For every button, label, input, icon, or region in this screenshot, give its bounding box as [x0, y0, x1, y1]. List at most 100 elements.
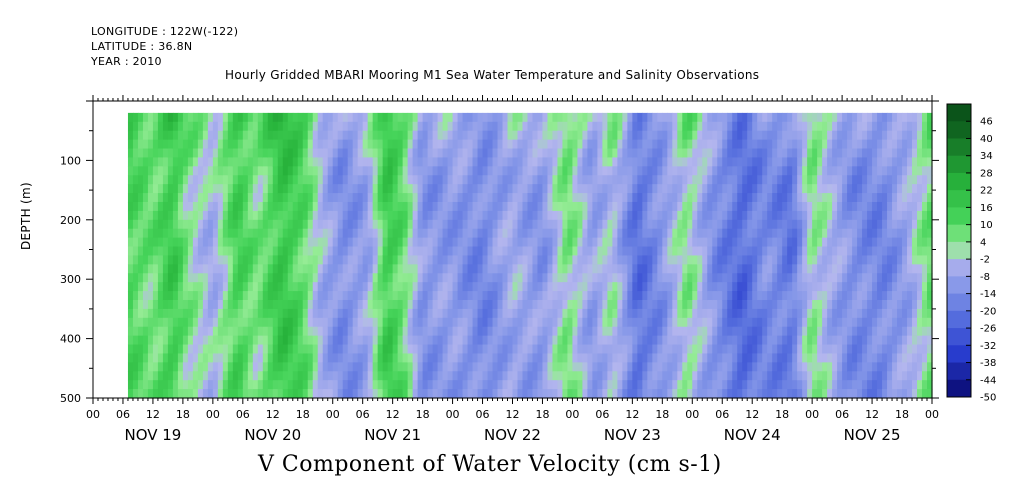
heatmap-cell [702, 389, 708, 399]
heatmap-cell [202, 184, 209, 194]
heatmap-cell [892, 291, 898, 301]
heatmap-cell [482, 291, 489, 301]
heatmap-cell [127, 193, 134, 203]
heatmap-cell [577, 389, 584, 399]
heatmap-cell [302, 166, 309, 176]
heatmap-cell [612, 255, 618, 265]
heatmap-cell [137, 299, 144, 310]
heatmap-cell [332, 193, 339, 203]
heatmap-cell [832, 210, 838, 221]
heatmap-cell [297, 121, 304, 132]
heatmap-cell [237, 326, 244, 337]
heatmap-cell [477, 308, 484, 319]
heatmap-cell [427, 371, 434, 381]
heatmap-cell [227, 157, 234, 167]
heatmap-cell [387, 255, 394, 265]
heatmap-cell [637, 344, 643, 355]
heatmap-cell [582, 273, 589, 283]
heatmap-cell [537, 237, 544, 248]
heatmap-cell [472, 219, 479, 230]
heatmap-cell [767, 326, 773, 337]
heatmap-cell [772, 166, 778, 176]
heatmap-cell [772, 380, 778, 390]
heatmap-cell [387, 380, 394, 390]
heatmap-cell [807, 291, 813, 301]
heatmap-cell [787, 353, 793, 363]
heatmap-cell [597, 264, 603, 274]
heatmap-cell [167, 389, 174, 399]
heatmap-cell [212, 201, 219, 212]
heatmap-cell [722, 201, 728, 212]
heatmap-cell [842, 210, 848, 221]
heatmap-cell [422, 335, 429, 346]
heatmap-cell [582, 362, 589, 372]
heatmap-cell [867, 326, 873, 337]
heatmap-cell [552, 184, 559, 194]
heatmap-cell [627, 353, 633, 363]
heatmap-cell [812, 308, 818, 319]
heatmap-cell [457, 255, 464, 265]
heatmap-cell [232, 344, 239, 355]
heatmap-cell [357, 121, 364, 132]
heatmap-cell [397, 299, 404, 310]
heatmap-cell [377, 335, 384, 346]
heatmap-cell [607, 210, 613, 221]
heatmap-cell [682, 299, 688, 310]
heatmap-cell [767, 237, 773, 248]
heatmap-cell [687, 326, 693, 337]
heatmap-cell [527, 299, 534, 310]
heatmap-cell [397, 228, 404, 239]
heatmap-cell [862, 317, 868, 328]
heatmap-cell [607, 139, 613, 150]
heatmap-cell [322, 308, 329, 319]
heatmap-cell [277, 264, 284, 274]
heatmap-cell [267, 246, 274, 257]
heatmap-cell [842, 228, 848, 239]
heatmap-cell [257, 237, 264, 248]
heatmap-cell [342, 371, 349, 381]
heatmap-cell [407, 148, 414, 159]
heatmap-cell [877, 255, 883, 265]
heatmap-cell [647, 380, 653, 390]
heatmap-cell [547, 175, 554, 185]
heatmap-cell [197, 112, 204, 123]
heatmap-cell [507, 166, 514, 176]
heatmap-cell [727, 157, 733, 167]
heatmap-cell [397, 139, 404, 150]
heatmap-cell [747, 317, 753, 328]
heatmap-cell [247, 273, 254, 283]
heatmap-cell [827, 130, 833, 141]
heatmap-cell [212, 228, 219, 239]
heatmap-cell [727, 299, 733, 310]
heatmap-cell [882, 246, 888, 257]
heatmap-cell [702, 326, 708, 337]
heatmap-cell [332, 112, 339, 123]
heatmap-cell [247, 308, 254, 319]
heatmap-cell [247, 228, 254, 239]
heatmap-cell [192, 282, 199, 292]
heatmap-cell [242, 201, 249, 212]
heatmap-cell [397, 193, 404, 203]
heatmap-cell [212, 326, 219, 337]
heatmap-cell [147, 148, 154, 159]
heatmap-cell [287, 166, 294, 176]
heatmap-cell [847, 291, 853, 301]
heatmap-cell [862, 148, 868, 159]
heatmap-cell [242, 193, 249, 203]
heatmap-cell [692, 273, 698, 283]
heatmap-cell [622, 317, 628, 328]
heatmap-cell [597, 291, 603, 301]
heatmap-cell [692, 175, 698, 185]
heatmap-cell [372, 121, 379, 132]
heatmap-cell [367, 130, 374, 141]
heatmap-cell [242, 148, 249, 159]
heatmap-cell [602, 317, 608, 328]
heatmap-cell [177, 380, 184, 390]
heatmap-cell [807, 184, 813, 194]
heatmap-cell [442, 237, 449, 248]
heatmap-cell [192, 228, 199, 239]
heatmap-cell [802, 121, 808, 132]
heatmap-cell [302, 273, 309, 283]
heatmap-cell [742, 344, 748, 355]
heatmap-cell [437, 291, 444, 301]
